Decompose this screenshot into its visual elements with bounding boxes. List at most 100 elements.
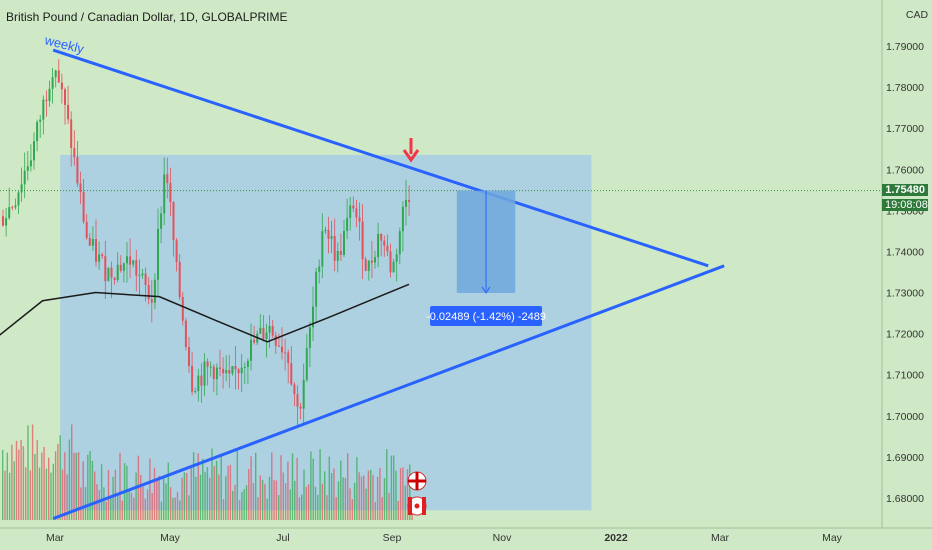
candle-body <box>253 339 256 343</box>
candle-body <box>401 206 404 232</box>
volume-bar <box>393 455 395 520</box>
candle-body <box>122 263 125 271</box>
volume-bar <box>75 452 77 520</box>
candle-body <box>324 229 327 232</box>
candle-body <box>321 231 324 267</box>
volume-bar <box>2 450 4 520</box>
candle-body <box>110 267 113 278</box>
volume-bar <box>91 460 94 520</box>
volume-bar <box>383 478 386 520</box>
candle-body <box>82 191 85 222</box>
candle-body <box>339 250 342 255</box>
lower-trendline <box>52 264 725 520</box>
candle-body <box>138 275 141 277</box>
volume-bar <box>284 483 287 520</box>
volume-bar <box>347 453 349 520</box>
candle-body <box>107 267 110 282</box>
candle-body <box>355 208 358 218</box>
candle-body <box>11 207 14 209</box>
volume-bar <box>211 448 213 520</box>
volume-bar <box>227 465 229 520</box>
candle-body <box>85 221 88 238</box>
volume-bar <box>397 500 399 520</box>
measure-label: -0.02489 (-1.42%) -2489 <box>426 311 546 323</box>
candle-body <box>188 346 190 366</box>
volume-bar <box>43 446 45 520</box>
volume-bar <box>54 451 57 520</box>
candle-body <box>17 192 20 206</box>
candle-body <box>45 99 48 102</box>
x-tick-label: Mar <box>46 532 65 544</box>
current-price-tag: 1.75480 <box>882 184 928 196</box>
volume-bar <box>31 424 34 520</box>
volume-bar <box>409 464 411 520</box>
moving-average-line <box>0 283 410 343</box>
candle-body <box>287 352 290 364</box>
volume-bar <box>278 495 280 520</box>
candle-body <box>172 201 175 241</box>
candle-body <box>184 320 187 347</box>
volume-bar <box>314 486 317 520</box>
volume-bar <box>105 501 107 520</box>
volume-bar <box>330 472 333 520</box>
volume-bar <box>4 470 6 520</box>
volume-bar <box>215 460 218 520</box>
y-tick-label: 1.76000 <box>886 164 924 176</box>
volume-bar <box>289 489 291 520</box>
candle-body <box>374 257 376 263</box>
candle-body <box>392 261 395 273</box>
candle-body <box>79 183 82 192</box>
volume-bar <box>160 501 163 520</box>
volume-bar <box>151 492 153 520</box>
volume-bar <box>296 457 298 520</box>
volume-bar <box>266 498 268 520</box>
volume-bar <box>220 453 222 520</box>
candle-body <box>76 157 79 184</box>
candle-body <box>237 369 240 374</box>
volume-bar <box>381 497 383 520</box>
x-tick-label: Sep <box>383 532 402 544</box>
volume-bar <box>11 444 13 520</box>
candle-body <box>212 366 215 380</box>
volume-bar <box>395 470 397 520</box>
volume-bar <box>121 500 123 520</box>
volume-bar <box>337 481 340 520</box>
volume-bar <box>103 487 105 520</box>
candle-body <box>116 264 119 281</box>
volume-bar <box>374 501 376 520</box>
candle-body <box>141 273 144 276</box>
candle-body <box>169 182 172 202</box>
volume-bar <box>27 425 29 520</box>
volume-bar <box>218 474 220 520</box>
candle-body <box>349 205 352 218</box>
candle-body <box>126 256 128 264</box>
volume-bar <box>163 477 165 520</box>
candle-body <box>23 170 26 185</box>
volume-bar <box>390 455 393 520</box>
volume-bar <box>73 452 75 520</box>
candle-body <box>163 174 166 214</box>
candle-body <box>246 360 249 367</box>
volume-bar <box>107 469 110 520</box>
candle-body <box>98 254 101 262</box>
candle-body <box>70 119 73 149</box>
candle-body <box>48 88 51 102</box>
measure-label-box <box>430 305 543 326</box>
volume-bar <box>342 477 344 520</box>
volume-bar <box>317 494 319 520</box>
candle-body <box>231 366 234 374</box>
candle-body <box>271 325 274 336</box>
volume-bar <box>6 452 8 520</box>
volume-bar <box>282 472 284 520</box>
volume-bar <box>48 457 50 520</box>
volume-bar <box>363 475 365 520</box>
candle-body <box>64 89 66 105</box>
volume-bar <box>197 453 199 520</box>
candle-body <box>194 391 197 393</box>
volume-bar <box>328 456 330 520</box>
candle-body <box>330 236 333 239</box>
volume-bar <box>321 483 324 520</box>
volume-bar <box>294 480 296 520</box>
